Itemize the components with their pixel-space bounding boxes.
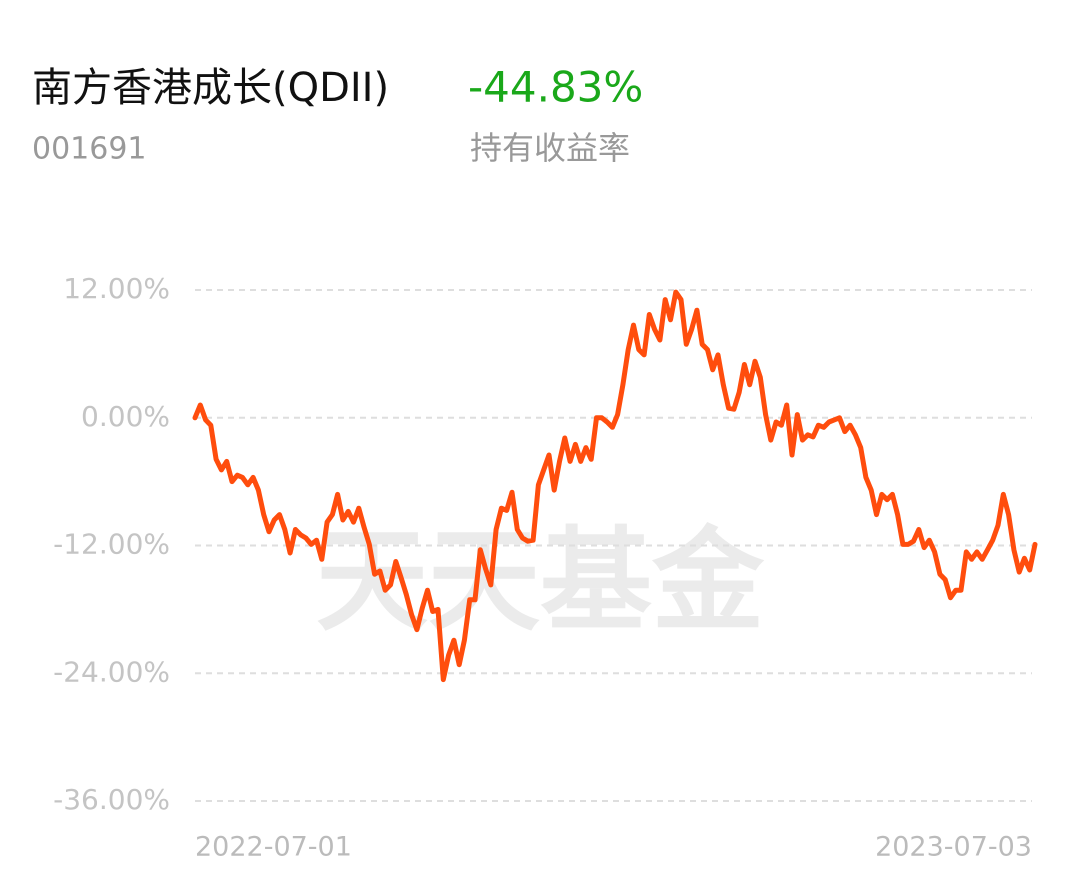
return-value: -44.83% (468, 63, 643, 112)
y-tick-label: -24.00% (53, 655, 170, 688)
y-tick-label: 12.00% (63, 272, 170, 305)
fund-name: 南方香港成长(QDII) (32, 65, 389, 111)
x-tick-label: 2023-07-03 (875, 832, 1032, 863)
y-tick-label: -36.00% (53, 783, 170, 816)
y-tick-label: 0.00% (81, 400, 170, 433)
fund-code: 001691 (32, 132, 147, 167)
line (192, 289, 1038, 683)
y-tick-label: -12.00% (53, 528, 170, 561)
return-label: 持有收益率 (470, 129, 630, 167)
x-tick-label: 2022-07-01 (195, 832, 352, 863)
